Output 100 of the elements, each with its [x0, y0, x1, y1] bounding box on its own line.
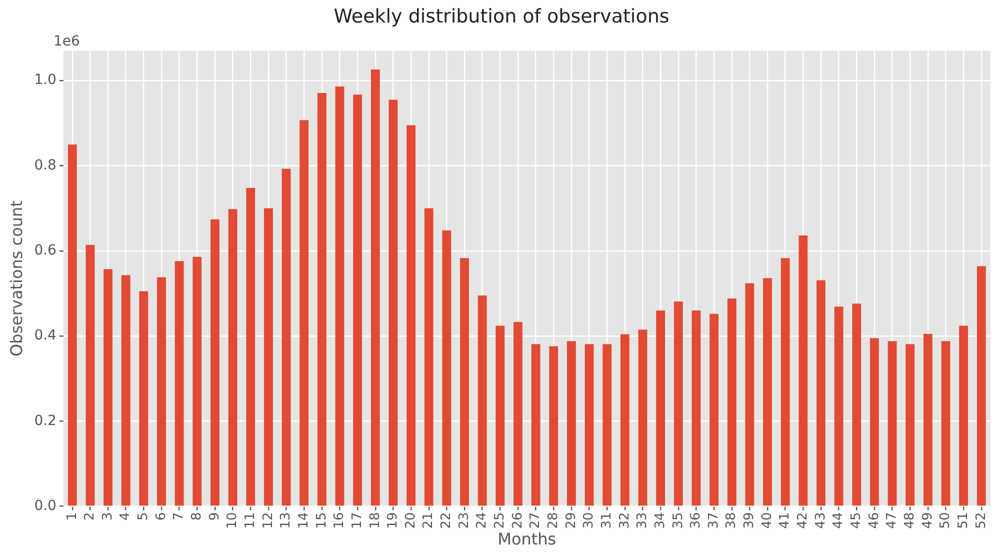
- bar: [86, 244, 95, 506]
- bar: [300, 120, 309, 506]
- x-tick-label: 27: [528, 512, 544, 529]
- bar: [976, 266, 986, 506]
- x-tick-label: 52: [974, 512, 989, 529]
- x-tick-label: 9: [207, 512, 222, 521]
- bar: [460, 258, 469, 506]
- bar: [584, 344, 594, 506]
- bar: [780, 258, 790, 506]
- bar: [888, 341, 897, 506]
- x-tick-label: 42: [796, 512, 811, 529]
- y-tick-label: 0.2: [34, 412, 56, 429]
- bar: [157, 277, 166, 506]
- bar: [531, 344, 540, 506]
- x-tick-label: 6: [154, 512, 169, 521]
- bar: [424, 208, 434, 506]
- bar: [959, 326, 968, 506]
- x-tick-label: 37: [706, 512, 722, 529]
- y-tick-label: 0.4: [34, 328, 57, 344]
- y-tick-label: 0.8: [34, 157, 56, 174]
- x-tick-label: 43: [813, 512, 828, 529]
- x-axis-title: Months: [498, 530, 556, 549]
- x-tick-label: 49: [920, 512, 936, 529]
- bar: [710, 314, 718, 506]
- x-tick-label: 8: [190, 512, 205, 521]
- bar: [602, 344, 612, 506]
- y-tick-label: 1.0: [34, 72, 56, 88]
- text: 1e6: [53, 33, 80, 50]
- x-tick-label: 11: [242, 512, 258, 529]
- x-tick-label: 4: [118, 512, 134, 521]
- x-tick-label: 30: [582, 512, 597, 529]
- x-tick-label: 26: [510, 512, 526, 529]
- x-tick-label: 21: [421, 512, 436, 529]
- bar: [798, 236, 808, 506]
- x-tick-label: 41: [778, 512, 793, 529]
- bar: [139, 291, 148, 506]
- x-tick-label: 7: [172, 512, 187, 521]
- bar: [68, 144, 77, 506]
- bar: [834, 306, 844, 506]
- bar: [192, 256, 202, 506]
- x-tick-label: 3: [100, 512, 116, 521]
- x-tick-label: 12: [260, 512, 276, 529]
- bar: [496, 326, 505, 506]
- bar: [478, 296, 487, 506]
- x-tick-label: 38: [724, 512, 740, 529]
- bar: [174, 261, 184, 506]
- x-tick-label: 22: [439, 512, 454, 529]
- bar: [317, 92, 326, 506]
- x-tick-label: 32: [617, 512, 632, 529]
- x-tick-label: 14: [296, 512, 312, 529]
- x-tick-label: 15: [314, 512, 330, 529]
- bar: [870, 338, 879, 506]
- bar: [566, 341, 576, 506]
- bar: [727, 298, 736, 506]
- x-tick-label: 36: [688, 512, 704, 529]
- bar: [228, 209, 238, 506]
- x-tick-label: 18: [368, 512, 383, 529]
- bar: [210, 219, 220, 506]
- x-tick-label: 2: [82, 512, 98, 521]
- bar: [246, 188, 256, 506]
- x-tick-label: 29: [564, 512, 579, 529]
- bar: [406, 125, 416, 506]
- bar: [388, 100, 398, 506]
- x-tick-label: 45: [849, 512, 864, 529]
- y-tick-label: 0.6: [34, 242, 57, 258]
- x-tick-label: 10: [225, 512, 240, 529]
- bar: [514, 322, 522, 506]
- bar: [816, 280, 826, 506]
- x-tick-label: 33: [635, 512, 650, 529]
- x-tick-label: 47: [884, 512, 900, 529]
- x-tick-label: 1: [64, 512, 80, 521]
- bar: [264, 208, 273, 506]
- x-tick-label: 44: [831, 512, 846, 529]
- y-tick-label: 0.0: [34, 498, 56, 514]
- x-tick-label: 16: [332, 512, 348, 529]
- x-tick-label: 25: [492, 512, 508, 529]
- bar: [370, 70, 380, 506]
- bar: [674, 302, 683, 506]
- x-tick-label: 23: [456, 512, 472, 529]
- x-tick-label: 39: [742, 512, 758, 529]
- bar: [745, 283, 754, 506]
- bar: [335, 86, 344, 506]
- x-tick-label: 50: [938, 512, 954, 529]
- x-tick-label: 13: [278, 512, 294, 529]
- y-axis-title: Observations count: [6, 200, 26, 357]
- bar: [121, 275, 130, 506]
- bar: [549, 346, 558, 506]
- bar: [763, 278, 772, 506]
- x-tick-label: 20: [403, 512, 418, 529]
- bar: [282, 168, 291, 506]
- x-tick-label: 19: [386, 512, 401, 529]
- bar: [638, 330, 648, 506]
- bar: [656, 310, 666, 506]
- bar: [692, 310, 701, 506]
- bar: [353, 94, 362, 506]
- x-tick-label: 34: [652, 512, 668, 529]
- x-tick-label: 51: [956, 512, 971, 529]
- chart-title: Weekly distribution of observations: [334, 5, 670, 28]
- x-tick-label: 28: [546, 512, 561, 529]
- x-tick-label: 17: [350, 512, 365, 529]
